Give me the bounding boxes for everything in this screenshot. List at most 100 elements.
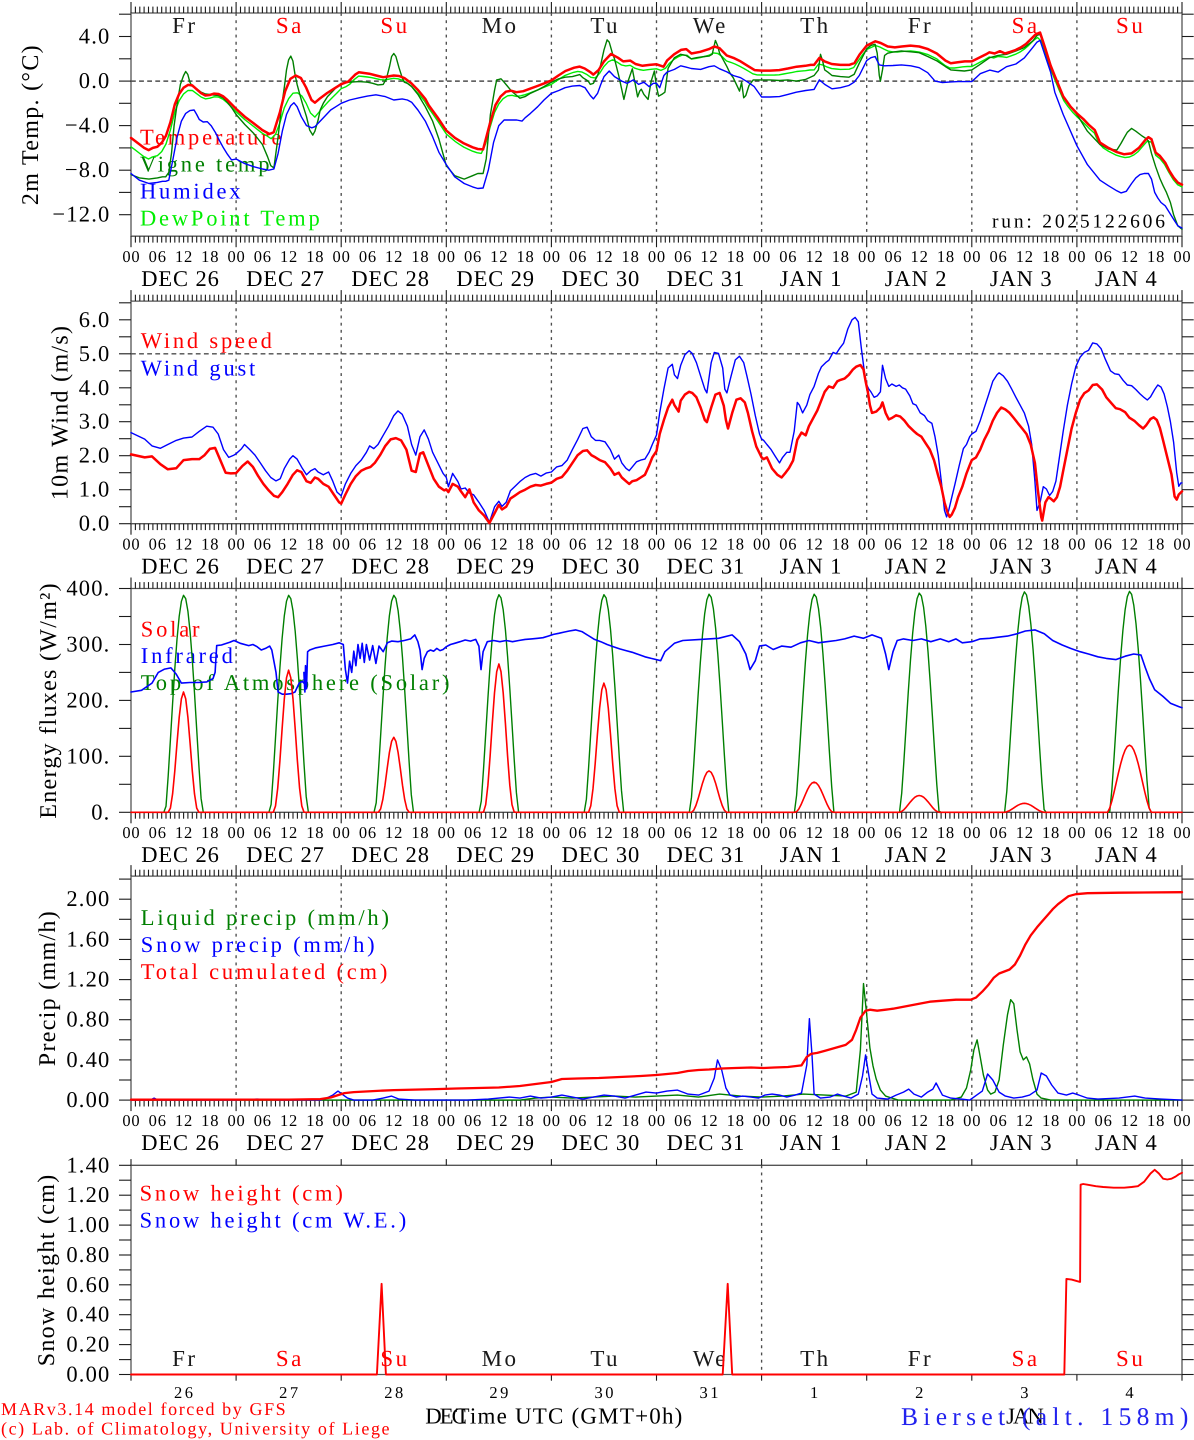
svg-text:12: 12 [805,823,823,842]
svg-text:DEC 28: DEC 28 [351,1130,430,1155]
svg-text:00: 00 [438,823,456,842]
svg-text:Vigne temp: Vigne temp [140,152,272,177]
svg-text:3: 3 [1020,1383,1031,1402]
svg-text:We: We [693,13,728,38]
svg-text:18: 18 [937,1111,955,1130]
svg-text:06: 06 [569,534,587,553]
svg-text:12: 12 [1016,534,1034,553]
svg-text:DEC 28: DEC 28 [351,842,430,867]
svg-text:18: 18 [201,247,219,266]
svg-text:Snow precip (mm/h): Snow precip (mm/h) [141,932,378,957]
svg-text:12: 12 [700,823,718,842]
svg-text:12: 12 [490,247,508,266]
svg-text:00: 00 [1173,247,1191,266]
svg-text:06: 06 [674,823,692,842]
svg-text:1.00: 1.00 [66,1212,110,1237]
svg-text:JAN 1: JAN 1 [780,842,843,867]
svg-text:12: 12 [911,247,929,266]
svg-text:00: 00 [963,1111,981,1130]
svg-text:12: 12 [911,823,929,842]
svg-text:18: 18 [306,823,324,842]
svg-text:JAN 1: JAN 1 [780,554,843,579]
svg-text:06: 06 [569,1111,587,1130]
svg-text:1.60: 1.60 [66,926,110,951]
svg-text:Fr: Fr [172,13,197,38]
svg-text:00: 00 [1068,534,1086,553]
svg-text:28: 28 [384,1383,406,1402]
svg-text:100.: 100. [66,743,110,768]
svg-text:DEC 31: DEC 31 [667,1130,746,1155]
svg-text:18: 18 [727,823,745,842]
svg-text:06: 06 [149,247,167,266]
svg-text:00: 00 [438,247,456,266]
svg-text:18: 18 [937,823,955,842]
svg-text:Solar: Solar [141,616,203,641]
svg-text:06: 06 [779,247,797,266]
svg-text:06: 06 [254,247,272,266]
svg-text:06: 06 [569,247,587,266]
svg-text:JAN 3: JAN 3 [990,266,1053,291]
svg-text:2.0: 2.0 [79,443,111,468]
svg-text:1.20: 1.20 [66,967,110,992]
svg-text:06: 06 [359,1111,377,1130]
svg-text:DEC 26: DEC 26 [141,554,220,579]
svg-text:31: 31 [700,1383,722,1402]
svg-text:26: 26 [174,1383,196,1402]
svg-text:06: 06 [674,534,692,553]
svg-text:06: 06 [779,534,797,553]
svg-text:12: 12 [280,247,298,266]
svg-text:00: 00 [858,247,876,266]
svg-text:Fr: Fr [172,1346,197,1371]
svg-text:0.20: 0.20 [66,1332,110,1357]
svg-text:06: 06 [1095,1111,1113,1130]
svg-text:DEC 26: DEC 26 [141,842,220,867]
svg-text:12: 12 [595,1111,613,1130]
svg-text:06: 06 [989,823,1007,842]
svg-text:18: 18 [832,534,850,553]
svg-text:DEC 27: DEC 27 [246,554,325,579]
svg-text:DEC 27: DEC 27 [246,842,325,867]
svg-text:06: 06 [149,534,167,553]
svg-text:12: 12 [595,534,613,553]
svg-text:12: 12 [1121,1111,1139,1130]
svg-text:18: 18 [201,1111,219,1130]
svg-text:18: 18 [516,534,534,553]
svg-text:18: 18 [832,823,850,842]
svg-text:00: 00 [753,823,771,842]
svg-text:0.00: 0.00 [66,1087,110,1112]
svg-text:06: 06 [359,247,377,266]
svg-text:JAN 2: JAN 2 [885,554,948,579]
svg-text:00: 00 [543,1111,561,1130]
svg-text:DEC 26: DEC 26 [141,266,220,291]
svg-text:00: 00 [1173,823,1191,842]
svg-text:12: 12 [700,247,718,266]
svg-text:00: 00 [122,247,140,266]
svg-text:06: 06 [884,247,902,266]
svg-text:Snow height (cm): Snow height (cm) [140,1181,346,1206]
svg-text:06: 06 [674,1111,692,1130]
svg-text:00: 00 [543,823,561,842]
svg-text:06: 06 [359,534,377,553]
svg-text:Sa: Sa [1012,13,1040,38]
svg-text:12: 12 [385,823,403,842]
svg-text:5.0: 5.0 [79,341,111,366]
svg-text:18: 18 [832,247,850,266]
svg-text:DEC 28: DEC 28 [351,554,430,579]
svg-text:18: 18 [622,534,640,553]
svg-text:JAN 3: JAN 3 [990,554,1053,579]
svg-text:12: 12 [385,534,403,553]
svg-text:06: 06 [254,823,272,842]
svg-text:−4.0: −4.0 [65,113,111,138]
svg-text:06: 06 [359,823,377,842]
svg-text:00: 00 [753,534,771,553]
svg-text:JAN: JAN [1006,1403,1043,1428]
svg-text:1: 1 [810,1383,821,1402]
svg-text:06: 06 [989,247,1007,266]
svg-text:0.40: 0.40 [66,1302,110,1327]
svg-text:DEC 31: DEC 31 [667,554,746,579]
svg-text:Sa: Sa [1012,1346,1040,1371]
svg-text:06: 06 [464,1111,482,1130]
svg-text:00: 00 [227,823,245,842]
svg-text:18: 18 [622,247,640,266]
svg-text:0.0: 0.0 [79,68,111,93]
